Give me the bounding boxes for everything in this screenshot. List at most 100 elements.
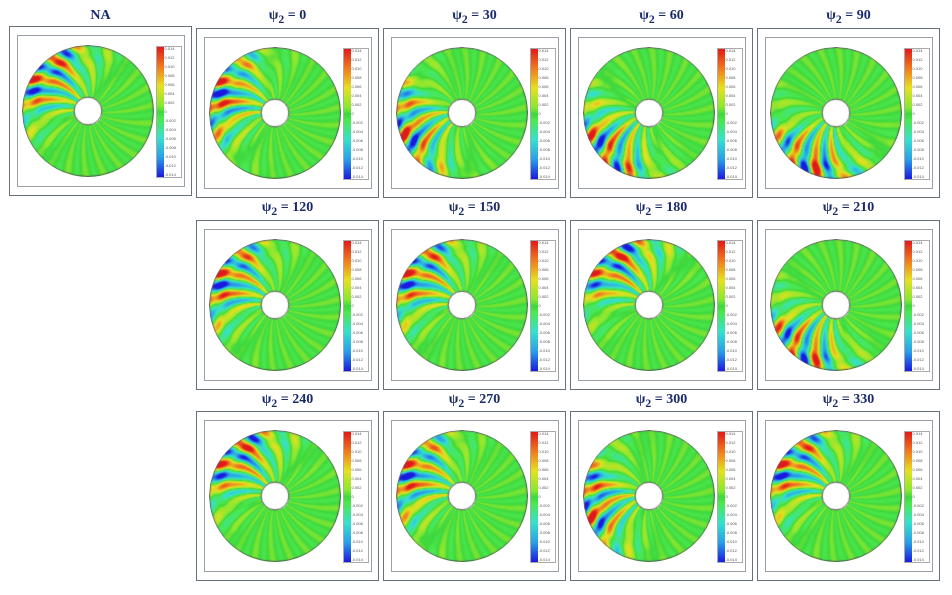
disk-wrap: [583, 430, 715, 562]
psi-symbol: ψ: [269, 8, 279, 23]
panel-frame: 0.0140.0120.0100.0080.0060.0040.0020-0.0…: [383, 28, 566, 198]
colorbar-ticks: 0.0140.0120.0100.0080.0060.0040.0020-0.0…: [351, 49, 363, 179]
colorbar: 0.0140.0120.0100.0080.0060.0040.0020-0.0…: [156, 46, 182, 178]
figure-grid: NA 0.0140.0120.0100.0080.0060.0040.0020-…: [8, 8, 944, 581]
psi-sub: 2: [832, 396, 838, 409]
psi-value: 120: [292, 200, 313, 215]
panel-title: NA: [90, 8, 110, 24]
psi-sub: 2: [458, 396, 464, 409]
panel-psi-330: ψ2 = 330 0.0140.0120.0100.0080.0060.0040…: [756, 392, 941, 582]
disk-wrap: [396, 430, 528, 562]
contour-disk: [209, 47, 341, 179]
colorbar-gradient: [531, 49, 538, 179]
panel-frame: 0.0140.0120.0100.0080.0060.0040.0020-0.0…: [196, 28, 379, 198]
contour-disk: [396, 47, 528, 179]
disk-wrap: [770, 430, 902, 562]
colorbar-ticks: 0.0140.0120.0100.0080.0060.0040.0020-0.0…: [538, 241, 550, 371]
contour-disk: [583, 430, 715, 562]
psi-symbol: ψ: [639, 8, 649, 23]
panel-na: NA 0.0140.0120.0100.0080.0060.0040.0020-…: [8, 8, 193, 198]
panel-inner: 0.0140.0120.0100.0080.0060.0040.0020-0.0…: [578, 37, 746, 189]
panel-frame: 0.0140.0120.0100.0080.0060.0040.0020-0.0…: [757, 220, 940, 390]
colorbar: 0.0140.0120.0100.0080.0060.0040.0020-0.0…: [904, 431, 930, 563]
colorbar-gradient: [531, 241, 538, 371]
colorbar-ticks: 0.0140.0120.0100.0080.0060.0040.0020-0.0…: [351, 432, 363, 562]
disk-wrap: [583, 239, 715, 371]
colorbar-gradient: [718, 49, 725, 179]
panel-frame: 0.0140.0120.0100.0080.0060.0040.0020-0.0…: [383, 411, 566, 581]
psi-value: 90: [857, 8, 871, 23]
colorbar: 0.0140.0120.0100.0080.0060.0040.0020-0.0…: [343, 431, 369, 563]
colorbar: 0.0140.0120.0100.0080.0060.0040.0020-0.0…: [530, 48, 556, 180]
colorbar-gradient: [344, 241, 351, 371]
psi-value: 0: [299, 8, 306, 23]
psi-sub: 2: [832, 205, 838, 218]
contour-disk: [770, 47, 902, 179]
panel-psi-240: ψ2 = 240 0.0140.0120.0100.0080.0060.0040…: [195, 392, 380, 582]
colorbar: 0.0140.0120.0100.0080.0060.0040.0020-0.0…: [530, 431, 556, 563]
panel-psi-90: ψ2 = 90 0.0140.0120.0100.0080.0060.0040.…: [756, 8, 941, 198]
colorbar-gradient: [718, 241, 725, 371]
colorbar-ticks: 0.0140.0120.0100.0080.0060.0040.0020-0.0…: [912, 49, 924, 179]
panel-psi-0: ψ2 = 0 0.0140.0120.0100.0080.0060.0040.0…: [195, 8, 380, 198]
psi-value: 330: [853, 392, 874, 407]
contour-disk: [770, 430, 902, 562]
psi-sub: 2: [836, 13, 842, 26]
colorbar: 0.0140.0120.0100.0080.0060.0040.0020-0.0…: [717, 431, 743, 563]
psi-symbol: ψ: [449, 200, 459, 215]
colorbar: 0.0140.0120.0100.0080.0060.0040.0020-0.0…: [343, 48, 369, 180]
panel-psi-210: ψ2 = 210 0.0140.0120.0100.0080.0060.0040…: [756, 200, 941, 390]
colorbar-gradient: [531, 432, 538, 562]
colorbar-ticks: 0.0140.0120.0100.0080.0060.0040.0020-0.0…: [538, 49, 550, 179]
psi-symbol: ψ: [823, 200, 833, 215]
psi-symbol: ψ: [262, 200, 272, 215]
contour-disk: [396, 239, 528, 371]
psi-sub: 2: [649, 13, 655, 26]
psi-sub: 2: [278, 13, 284, 26]
colorbar: 0.0140.0120.0100.0080.0060.0040.0020-0.0…: [717, 48, 743, 180]
contour-disk: [209, 239, 341, 371]
colorbar-ticks: 0.0140.0120.0100.0080.0060.0040.0020-0.0…: [725, 432, 737, 562]
psi-symbol: ψ: [452, 8, 462, 23]
panel-title: ψ2 = 120: [262, 200, 313, 218]
colorbar-gradient: [905, 432, 912, 562]
psi-value: 180: [666, 200, 687, 215]
panel-inner: 0.0140.0120.0100.0080.0060.0040.0020-0.0…: [204, 37, 372, 189]
colorbar: 0.0140.0120.0100.0080.0060.0040.0020-0.0…: [904, 48, 930, 180]
panel-frame: 0.0140.0120.0100.0080.0060.0040.0020-0.0…: [196, 411, 379, 581]
disk-wrap: [770, 47, 902, 179]
panel-frame: 0.0140.0120.0100.0080.0060.0040.0020-0.0…: [570, 28, 753, 198]
contour-disk: [396, 430, 528, 562]
psi-sub: 2: [458, 205, 464, 218]
panel-inner: 0.0140.0120.0100.0080.0060.0040.0020-0.0…: [765, 37, 933, 189]
panel-frame: 0.0140.0120.0100.0080.0060.0040.0020-0.0…: [570, 411, 753, 581]
panel-title: ψ2 = 60: [639, 8, 683, 26]
panel-psi-150: ψ2 = 150 0.0140.0120.0100.0080.0060.0040…: [382, 200, 567, 390]
disk-wrap: [396, 239, 528, 371]
colorbar: 0.0140.0120.0100.0080.0060.0040.0020-0.0…: [530, 240, 556, 372]
panel-psi-270: ψ2 = 270 0.0140.0120.0100.0080.0060.0040…: [382, 392, 567, 582]
colorbar-gradient: [344, 49, 351, 179]
colorbar-gradient: [718, 432, 725, 562]
colorbar-ticks: 0.0140.0120.0100.0080.0060.0040.0020-0.0…: [725, 49, 737, 179]
panel-frame: 0.0140.0120.0100.0080.0060.0040.0020-0.0…: [383, 220, 566, 390]
disk-wrap: [770, 239, 902, 371]
panel-title: ψ2 = 0: [269, 8, 306, 26]
panel-inner: 0.0140.0120.0100.0080.0060.0040.0020-0.0…: [765, 420, 933, 572]
panel-title: ψ2 = 300: [636, 392, 687, 410]
panel-title: ψ2 = 30: [452, 8, 496, 26]
panel-inner: 0.0140.0120.0100.0080.0060.0040.0020-0.0…: [765, 229, 933, 381]
psi-symbol: ψ: [262, 392, 272, 407]
panel-psi-300: ψ2 = 300 0.0140.0120.0100.0080.0060.0040…: [569, 392, 754, 582]
panel-psi-180: ψ2 = 180 0.0140.0120.0100.0080.0060.0040…: [569, 200, 754, 390]
panel-inner: 0.0140.0120.0100.0080.0060.0040.0020-0.0…: [17, 35, 185, 187]
psi-sub: 2: [271, 205, 277, 218]
panel-inner: 0.0140.0120.0100.0080.0060.0040.0020-0.0…: [391, 420, 559, 572]
colorbar-ticks: 0.0140.0120.0100.0080.0060.0040.0020-0.0…: [912, 432, 924, 562]
colorbar-ticks: 0.0140.0120.0100.0080.0060.0040.0020-0.0…: [164, 47, 176, 177]
psi-sub: 2: [271, 396, 277, 409]
psi-symbol: ψ: [449, 392, 459, 407]
psi-symbol: ψ: [636, 200, 646, 215]
panel-title: ψ2 = 180: [636, 200, 687, 218]
panel-inner: 0.0140.0120.0100.0080.0060.0040.0020-0.0…: [578, 420, 746, 572]
